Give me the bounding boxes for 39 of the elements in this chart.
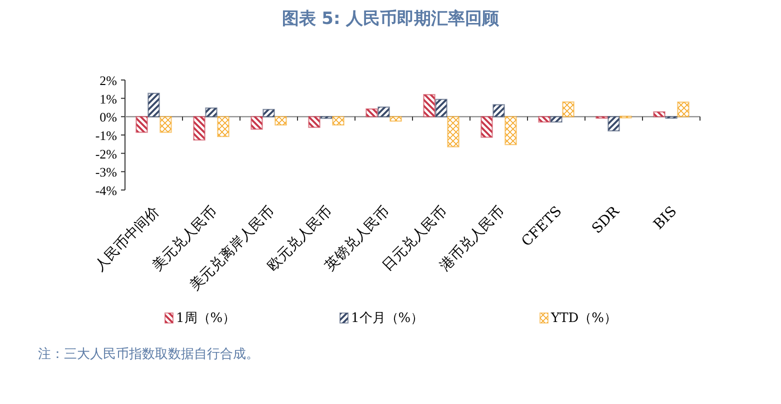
bar	[274, 116, 287, 126]
bar	[332, 116, 344, 126]
bar	[504, 116, 517, 146]
legend-label: 1周（%）	[176, 311, 236, 326]
y-tick-label: -4%	[95, 183, 118, 198]
text: 注：三大人民币指数取数据自行合成。	[38, 347, 259, 362]
x-tick-label: BIS	[650, 204, 680, 233]
bar	[262, 108, 275, 118]
y-tick-label: -2%	[95, 146, 118, 162]
bar	[562, 101, 574, 118]
bar	[193, 116, 206, 141]
bar	[423, 94, 436, 118]
bar	[148, 92, 160, 118]
legend-label: 1个月（%）	[351, 311, 424, 326]
bar	[250, 116, 263, 130]
bar	[492, 104, 505, 118]
y-tick-label: 2%	[100, 73, 118, 88]
bar	[378, 106, 390, 118]
bar	[160, 116, 172, 133]
bar	[480, 116, 493, 138]
chart-title: 图表 5: 人民币即期汇率回顾	[282, 9, 500, 29]
bar	[390, 116, 402, 122]
bar	[217, 116, 230, 138]
bar	[653, 111, 666, 118]
y-tick-label: 0%	[100, 110, 118, 125]
bar	[677, 102, 690, 118]
y-tick-label: -3%	[95, 164, 118, 180]
bar	[608, 116, 620, 132]
bar	[136, 116, 148, 133]
legend-label: YTD（%）	[550, 311, 618, 326]
bar	[205, 107, 218, 118]
bar	[447, 116, 460, 148]
bar	[538, 116, 550, 123]
bar	[308, 116, 320, 128]
bar	[366, 108, 378, 118]
y-tick-label: 1%	[100, 91, 118, 106]
bar	[550, 116, 562, 123]
bar	[435, 98, 448, 118]
y-tick-label: -1%	[95, 128, 118, 143]
